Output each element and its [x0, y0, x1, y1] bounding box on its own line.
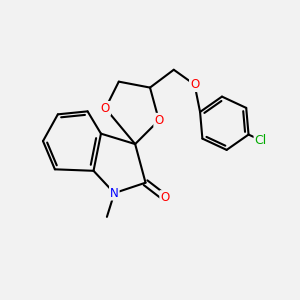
Text: O: O: [101, 102, 110, 115]
Text: O: O: [154, 114, 164, 127]
Text: O: O: [190, 78, 199, 91]
Text: O: O: [160, 191, 170, 204]
Text: N: N: [110, 187, 119, 200]
Text: Cl: Cl: [254, 134, 267, 147]
